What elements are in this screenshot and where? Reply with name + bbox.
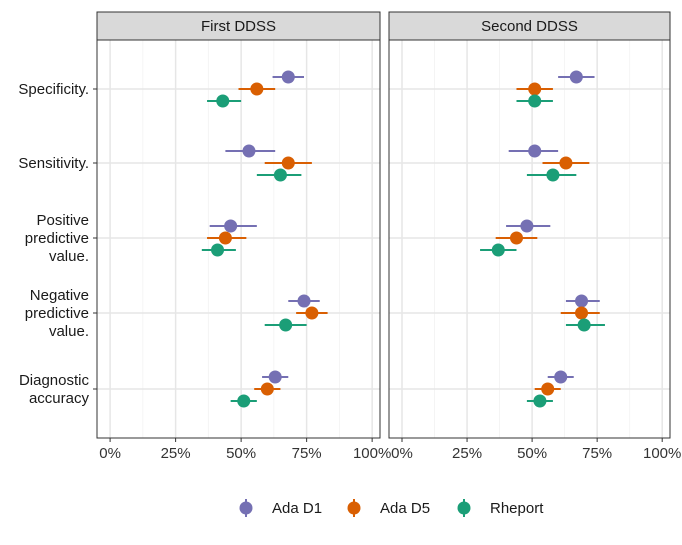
panel-border <box>388 39 671 439</box>
panel-title: First DDSS <box>201 18 276 35</box>
x-tick-label: 75% <box>292 445 322 462</box>
point-ada-d1 <box>224 219 238 233</box>
point-rheport <box>546 168 560 182</box>
category-label-ppv: Positive <box>36 212 89 229</box>
panel-title: Second DDSS <box>481 18 578 35</box>
category-label-npv: value. <box>49 323 89 340</box>
point-rheport <box>577 318 591 332</box>
point-ada-d5 <box>218 231 232 245</box>
x-tick-label: 25% <box>452 445 482 462</box>
point-rheport <box>216 94 230 108</box>
point-rheport <box>237 394 251 408</box>
point-ada-d1 <box>554 370 568 384</box>
point-ada-d5 <box>250 82 264 96</box>
point-ada-d1 <box>297 294 311 308</box>
point-rheport <box>533 394 547 408</box>
category-label-accuracy: accuracy <box>29 390 90 407</box>
legend-key-dot <box>347 501 361 515</box>
category-label-ppv: predictive <box>25 230 89 247</box>
legend: Ada D1 Ada D5 Rheport <box>239 499 544 517</box>
legend-label: Ada D1 <box>272 500 322 517</box>
point-ada-d1 <box>569 70 583 84</box>
panel-strip <box>96 11 381 41</box>
point-ada-d5 <box>559 156 573 170</box>
category-label-npv: Negative <box>30 287 89 304</box>
x-tick-label: 0% <box>391 445 413 462</box>
x-tick-label: 100% <box>353 445 391 462</box>
x-tick-label: 50% <box>226 445 256 462</box>
category-label-ppv: value. <box>49 248 89 265</box>
x-tick-label: 25% <box>161 445 191 462</box>
point-ada-d1 <box>520 219 534 233</box>
panel-border <box>96 39 381 439</box>
x-tick-label: 100% <box>643 445 681 462</box>
point-ada-d5 <box>575 306 589 320</box>
panel-1: First DDSS 0% 25% 50% 75% 100% <box>96 11 391 462</box>
point-rheport <box>279 318 293 332</box>
category-label-accuracy: Diagnostic <box>19 372 90 389</box>
point-rheport <box>528 94 542 108</box>
legend-item-rheport: Rheport <box>457 499 544 517</box>
category-label-specificity: Specificity. <box>18 81 89 98</box>
point-ada-d1 <box>575 294 589 308</box>
legend-item-ada-d1: Ada D1 <box>239 499 322 517</box>
point-ada-d5 <box>509 231 523 245</box>
point-ada-d5 <box>541 382 555 396</box>
category-label-sensitivity: Sensitivity. <box>18 155 89 172</box>
point-ada-d1 <box>281 70 295 84</box>
x-tick-label: 75% <box>582 445 612 462</box>
point-rheport <box>491 243 505 257</box>
panel-2: Second DDSS 0% 25% 50% 75% 100% <box>388 11 681 462</box>
point-ada-d5 <box>528 82 542 96</box>
x-tick-label: 50% <box>517 445 547 462</box>
point-ada-d5 <box>305 306 319 320</box>
category-label-npv: predictive <box>25 305 89 322</box>
legend-label: Rheport <box>490 500 544 517</box>
point-ada-d1 <box>268 370 282 384</box>
point-rheport <box>211 243 225 257</box>
legend-key-dot <box>457 501 471 515</box>
legend-item-ada-d5: Ada D5 <box>347 499 430 517</box>
point-rheport <box>273 168 287 182</box>
point-ada-d5 <box>281 156 295 170</box>
legend-label: Ada D5 <box>380 500 430 517</box>
x-tick-label: 0% <box>99 445 121 462</box>
point-ada-d1 <box>242 144 256 158</box>
point-ada-d5 <box>260 382 274 396</box>
legend-key-dot <box>239 501 253 515</box>
point-ada-d1 <box>528 144 542 158</box>
